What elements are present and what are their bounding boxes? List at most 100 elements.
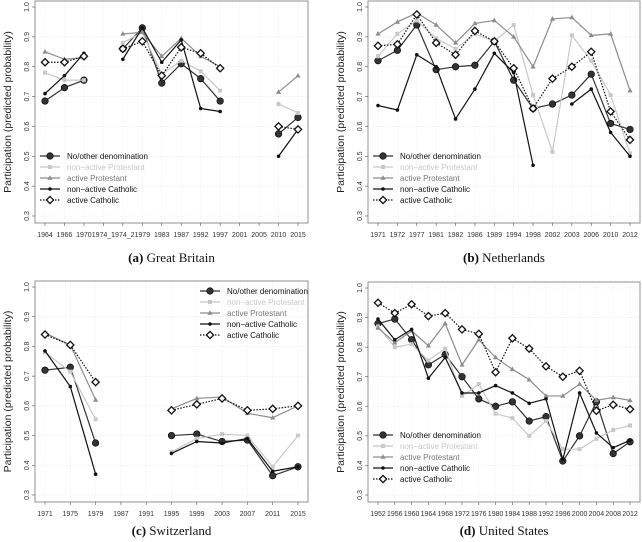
x-tick-label: 1976: [471, 511, 487, 518]
series-line-segment: [377, 21, 398, 35]
series-line-segment: [493, 41, 515, 81]
data-point: [375, 325, 381, 330]
data-point: [375, 31, 381, 36]
series-line-segment: [196, 433, 223, 440]
data-point: [524, 344, 534, 354]
series-line-segment: [171, 403, 197, 411]
data-point: [268, 404, 278, 414]
data-point: [220, 441, 224, 445]
data-point: [296, 110, 300, 115]
y-tick-label: 0.7: [24, 92, 31, 102]
x-tick-label: 1960: [404, 511, 420, 518]
x-tick-label: 1980: [488, 511, 504, 518]
data-point: [60, 84, 69, 92]
series-line-segment: [141, 27, 163, 63]
series-line-segment: [272, 405, 299, 410]
data-point: [245, 436, 250, 441]
data-point: [531, 163, 535, 168]
data-point: [43, 70, 47, 75]
series-line-segment: [180, 60, 201, 72]
series-line-segment: [278, 103, 299, 114]
series-line-segment: [493, 40, 515, 69]
series-3: [43, 26, 300, 159]
series-4: [373, 298, 635, 416]
x-tick-label: 1989: [487, 232, 503, 239]
data-point: [525, 417, 533, 425]
data-point: [376, 317, 380, 321]
data-point: [59, 57, 69, 67]
data-point: [270, 414, 276, 420]
x-tick-label: 2015: [290, 232, 306, 239]
data-point: [426, 376, 431, 380]
x-tick-label: 1987: [113, 511, 129, 518]
legend: No/other denomination non−active Protesta…: [373, 431, 481, 484]
series-1: [43, 350, 300, 469]
series-line-segment: [528, 348, 547, 367]
data-point: [426, 358, 431, 363]
legend-label: non−active Protestant: [227, 298, 305, 307]
series-line-segment: [411, 330, 429, 347]
series-line-segment: [571, 35, 592, 62]
x-tick-label: 1977: [409, 232, 425, 239]
series-line-segment: [435, 24, 456, 44]
y-axis-label: Participation (predicted probability): [2, 31, 14, 193]
x-tick-label: 1972: [454, 511, 470, 518]
data-point: [588, 32, 594, 38]
data-point: [569, 14, 575, 20]
x-tick-label: 1994: [506, 232, 522, 239]
data-point: [425, 342, 431, 348]
legend-label: No/other denomination: [227, 287, 308, 296]
data-point: [587, 70, 595, 78]
series-line-segment: [161, 60, 182, 75]
series-line-segment: [461, 339, 480, 366]
data-point: [121, 57, 125, 62]
panel-label: (c): [132, 523, 150, 538]
series-line-segment: [461, 383, 480, 397]
series-line-segment: [590, 51, 612, 112]
legend-marker: [379, 431, 387, 439]
data-point: [451, 63, 460, 71]
series-line-segment: [272, 405, 299, 419]
data-point: [440, 308, 450, 318]
data-point: [169, 451, 174, 456]
data-point: [471, 61, 479, 69]
data-point: [194, 436, 199, 441]
data-point: [276, 102, 281, 107]
series-line-segment: [196, 396, 223, 400]
panel-label: (b): [463, 250, 482, 265]
data-point: [198, 106, 203, 111]
x-tick-label: 1964: [421, 511, 437, 518]
y-axis-label: Participation (predicted probability): [335, 311, 347, 473]
series-line-segment: [562, 392, 581, 460]
data-point: [561, 457, 565, 462]
series-line-segment: [474, 30, 495, 42]
y-tick-label: 0.7: [357, 372, 364, 382]
series-line-segment: [532, 18, 554, 67]
data-point: [472, 20, 478, 26]
data-point: [41, 97, 49, 105]
x-tick-label: 1986: [467, 232, 483, 239]
panel-caption: (c) Switzerland: [132, 523, 212, 538]
series-line-segment: [596, 429, 614, 440]
series-line-segment: [247, 412, 273, 419]
series-line-segment: [512, 368, 530, 381]
data-point: [460, 391, 464, 395]
y-tick-label: 0.6: [357, 121, 364, 131]
legend-marker: [380, 175, 386, 180]
legend-label: non−active Protestant: [400, 163, 478, 172]
y-tick-label: 0.3: [24, 490, 31, 500]
series-line-segment: [396, 24, 418, 51]
series-line-segment: [396, 54, 418, 111]
data-point: [570, 102, 574, 106]
x-tick-label: 1992: [538, 511, 554, 518]
series-line-segment: [246, 435, 274, 468]
series-line-segment: [495, 413, 513, 419]
data-point: [558, 372, 568, 382]
data-point: [295, 72, 301, 78]
x-tick-label: 2011: [265, 511, 280, 518]
series-line-segment: [246, 438, 274, 472]
y-tick-label: 1.0: [24, 2, 31, 12]
data-point: [293, 401, 303, 411]
series-4: [40, 330, 303, 415]
series-line-segment: [455, 22, 476, 44]
